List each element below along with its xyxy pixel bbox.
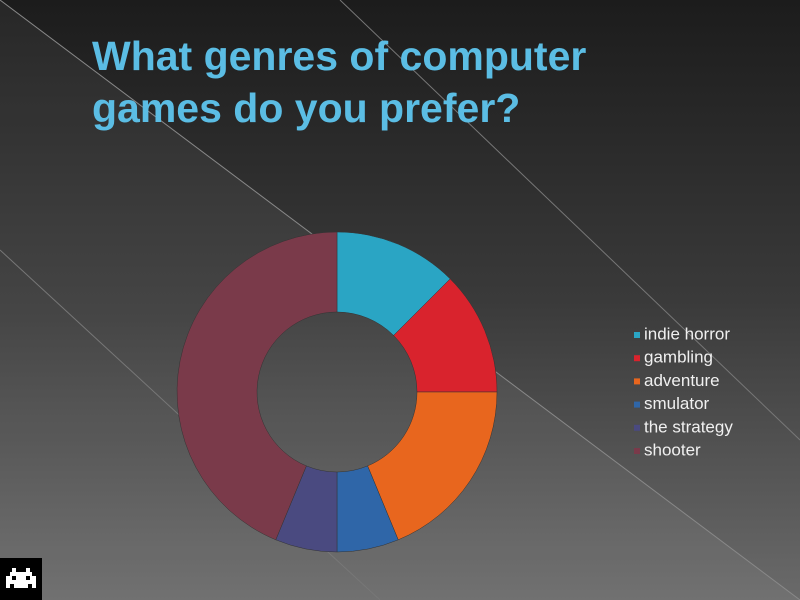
legend-label: the strategy <box>644 417 733 436</box>
slice <box>176 231 338 541</box>
legend-label: smulator <box>644 394 710 413</box>
chart-title: What genres of computer games do you pre… <box>92 33 587 131</box>
legend-swatch <box>634 332 640 338</box>
legend-label: gambling <box>644 348 713 367</box>
legend-swatch <box>634 378 640 385</box>
legend-swatch <box>634 355 640 362</box>
legend-swatch <box>634 424 640 431</box>
legend-label: indie horror <box>644 324 730 343</box>
legend-swatch <box>634 401 640 408</box>
slice <box>367 391 498 541</box>
diagonal-line <box>339 0 800 441</box>
legend-label: adventure <box>644 371 720 390</box>
icon <box>0 558 42 600</box>
plot: indie horror gambling adventure smulator the… <box>176 231 733 553</box>
legend-label: shooter <box>644 440 701 459</box>
legend-swatch <box>634 448 640 454</box>
